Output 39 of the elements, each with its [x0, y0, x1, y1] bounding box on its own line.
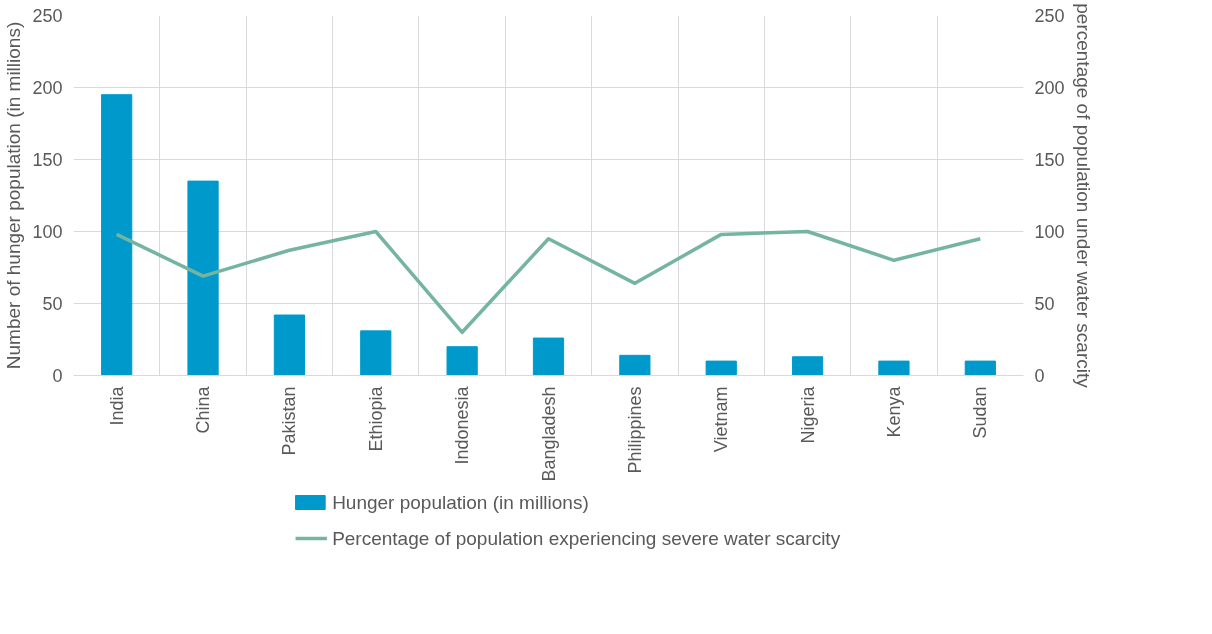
x-tick-label: Bangladesh [538, 386, 559, 482]
y-tick-label: 100 [32, 222, 63, 242]
bar [791, 356, 824, 376]
y2-tick-label: 0 [1034, 366, 1045, 386]
legend-label: Hunger population (in millions) [332, 492, 589, 513]
bar [878, 360, 910, 376]
x-tick-label: Philippines [624, 386, 645, 474]
y-tick-label: 150 [32, 150, 63, 170]
y2-tick-label: 100 [1034, 222, 1065, 242]
bar [273, 314, 306, 376]
bar [446, 346, 478, 376]
y2-tick-label: 200 [1034, 78, 1065, 98]
bar [532, 337, 565, 376]
bar [705, 360, 737, 376]
x-tick-label: Indonesia [452, 385, 473, 465]
x-tick-label: Vietnam [711, 386, 732, 453]
x-tick-label: India [106, 385, 127, 426]
y2-tick-label: 150 [1034, 150, 1065, 170]
x-tick-label: Ethiopia [365, 385, 386, 452]
y-tick-label: 200 [32, 78, 63, 98]
x-tick-label: China [193, 385, 214, 434]
x-tick-label: Kenya [883, 385, 904, 438]
line-series [114, 229, 983, 335]
bar [964, 360, 996, 376]
bar [619, 354, 651, 376]
bar [360, 330, 392, 376]
y-tick-label: 250 [32, 6, 63, 26]
y2-tick-label: 50 [1034, 294, 1055, 314]
bar [187, 180, 219, 376]
y-tick-label: 50 [42, 294, 63, 314]
x-tick-label: Sudan [970, 386, 991, 439]
y2-axis-title: percentage of population under water scarcity [1072, 3, 1094, 389]
x-tick-label: Nigeria [797, 385, 818, 444]
x-tick-label: Pakistan [279, 386, 300, 456]
legend-label: Percentage of population experiencing severe water scarcity [332, 528, 841, 549]
y2-tick-label: 250 [1034, 6, 1065, 26]
y-tick-label: 0 [52, 366, 63, 386]
y-axis-title: Number of hunger population (in millions) [3, 21, 25, 370]
bar [101, 94, 133, 376]
